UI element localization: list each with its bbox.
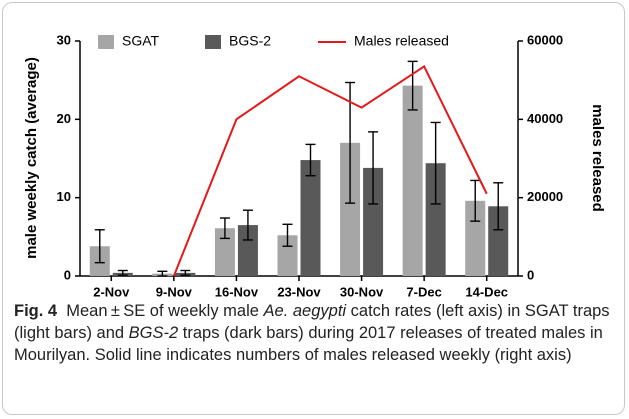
error-bar [117, 269, 128, 276]
y2-tick-label: 60000 [527, 32, 563, 47]
bar [363, 167, 384, 276]
line [172, 65, 488, 277]
error-bar [94, 229, 105, 264]
caption-text: Mean ± SE of weekly male [66, 302, 264, 320]
y-tick-label: 0 [64, 267, 71, 282]
chart: male weekly catch (average) males releas… [23, 32, 606, 299]
x-tick-label: 30-Nov [340, 284, 384, 299]
caption-text: catch rates (left axis) in SGAT traps (l… [14, 302, 610, 342]
error-bar [368, 131, 379, 205]
figure-frame [2, 2, 625, 415]
legend-label: Males released [354, 33, 449, 49]
bar [214, 228, 235, 276]
x-tick-label: 23-Nov [277, 284, 321, 299]
y-tick-label: 10 [57, 189, 71, 204]
caption: Fig. 4 Mean ± SE of weekly male Ae. aegy… [14, 300, 614, 366]
error-bar [470, 179, 481, 222]
bar [402, 85, 423, 277]
y2-axis-label: males released [589, 104, 606, 212]
x-tick-label: 14-Dec [465, 284, 508, 299]
y-axis-label: male weekly catch (average) [23, 57, 40, 259]
error-bar [430, 121, 441, 205]
error-bar [157, 270, 168, 277]
bar [340, 142, 361, 276]
x-tick-label: 7-Dec [406, 284, 441, 299]
bar [488, 206, 509, 276]
y2-tick-label: 20000 [527, 189, 563, 204]
y-tick-label: 20 [57, 111, 71, 126]
error-bar [242, 209, 253, 241]
caption-text: traps (dark bars) during 2017 releases o… [14, 324, 603, 364]
legend-swatch [98, 35, 114, 49]
bar [237, 225, 258, 276]
caption-text: BGS-2 [128, 324, 179, 342]
legend-swatch [205, 35, 221, 49]
x-tick-label: 9-Nov [156, 284, 193, 299]
x-tick-label: 16-Nov [215, 284, 259, 299]
y2-tick-label: 0 [527, 267, 534, 282]
caption-label: Fig. 4 [14, 302, 58, 320]
legend-label: SGAT [122, 33, 160, 49]
caption-text: Ae. aegypti [263, 302, 347, 320]
error-bar [180, 269, 191, 276]
legend-label: BGS-2 [229, 33, 271, 49]
x-tick-label: 2-Nov [93, 284, 130, 299]
bar [425, 163, 446, 276]
y2-tick-label: 40000 [527, 111, 563, 126]
error-bar [305, 143, 316, 177]
bar [277, 235, 298, 276]
bar [465, 200, 486, 276]
y-tick-label: 30 [57, 32, 71, 47]
error-bar [282, 223, 293, 247]
error-bar [407, 60, 418, 111]
error-bar [493, 182, 504, 231]
bar [300, 160, 321, 276]
error-bar [219, 217, 230, 240]
